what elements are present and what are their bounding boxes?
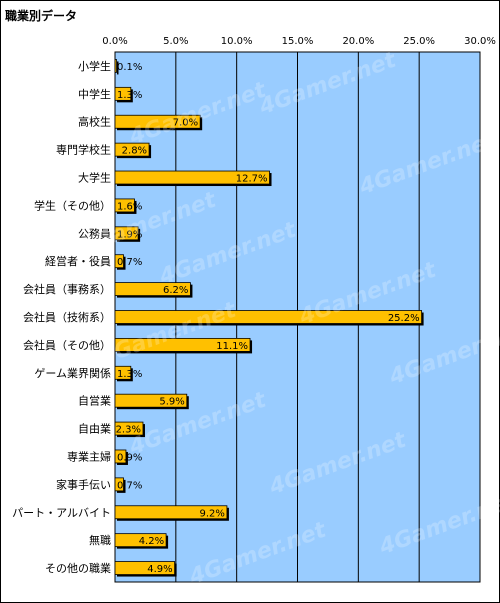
bar [114,254,124,269]
bar [114,561,176,575]
value-label: 2.3% [116,425,141,436]
bar [114,393,188,408]
category-label: 会社員（事務系） [23,282,111,296]
category-label: その他の職業 [45,562,111,575]
category-label: 小学生 [78,59,111,73]
value-label: 4.2% [139,536,164,547]
x-tick-label: 20.0% [342,36,374,47]
x-tick-label: 5.0% [163,36,188,47]
value-label: 12.7% [236,174,268,185]
value-label: 1.3% [117,90,142,101]
bar [114,114,201,129]
bar [114,449,127,464]
bar [114,477,124,492]
x-axis-ticks: 0.0% 5.0% 10.0% 15.0% 20.0% 25.0% 30.0% [102,36,496,47]
bar [114,170,270,185]
category-label: ゲーム業界関係 [34,367,111,380]
category-label: パート・アルバイト [12,506,111,519]
category-label: 学生（その他） [34,198,111,212]
value-label: 1.9% [117,229,142,240]
value-label: 1.3% [117,369,142,380]
x-tick-label: 10.0% [221,36,253,47]
bar [114,421,144,436]
category-label: 無職 [89,533,111,547]
bar [114,310,423,324]
value-label: 0.9% [117,452,142,463]
category-label: 自営業 [78,394,111,408]
category-label: 大学生 [78,171,111,185]
value-label: 9.2% [200,508,225,519]
value-label: 25.2% [388,313,420,324]
category-label: 中学生 [78,87,111,101]
category-label: 公務員 [78,226,111,240]
bar [114,337,251,352]
bar [114,365,132,380]
x-tick-label: 0.0% [102,36,127,47]
bar-shadow [117,61,119,75]
category-label: 家事手伝い [56,477,111,491]
bar [114,86,132,101]
value-label: 0.1% [117,62,142,73]
bar [114,142,150,157]
value-label: 1.6% [117,201,142,212]
value-label: 0.7% [117,480,142,491]
chart-title: 職業別データ [5,9,78,23]
bar [114,505,228,520]
x-tick-label: 25.0% [403,36,435,47]
category-label: 自由業 [78,422,111,436]
bar [114,226,139,241]
value-label: 4.9% [147,564,172,575]
category-label: 高校生 [78,115,111,129]
bars [114,59,424,577]
bar [114,59,117,73]
value-label: 2.8% [122,146,147,157]
category-label: 会社員（その他） [23,338,111,352]
category-label: 会社員（技術系） [23,310,111,324]
value-label: 11.1% [216,341,248,352]
value-labels: 0.1% 1.3% 7.0% 2.8% 12.7% 1.6% 1.9% 0.7% 6.2% 25.… [116,62,420,575]
bar [114,282,191,297]
value-label: 7.0% [173,118,198,129]
value-label: 6.2% [163,285,188,296]
x-tick-label: 15.0% [282,36,314,47]
bar [114,198,135,213]
value-label: 5.9% [159,397,184,408]
category-label: 専門学校生 [56,143,111,157]
x-tick-label: 30.0% [464,36,496,47]
category-label: 専業主婦 [67,449,111,463]
value-label: 0.7% [117,257,142,268]
category-label: 経営者・役員 [45,254,111,268]
bar [114,533,167,548]
